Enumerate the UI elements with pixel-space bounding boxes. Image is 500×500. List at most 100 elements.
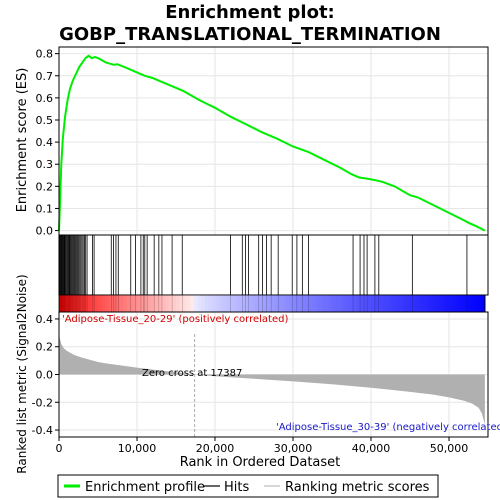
gradient-segment xyxy=(435,295,440,312)
gradient-segment xyxy=(346,295,351,312)
es-tick-label: 0.7 xyxy=(36,70,54,83)
metric-tick-label: 0.0 xyxy=(36,369,54,382)
gradient-segment xyxy=(342,295,348,312)
gradient-segment xyxy=(367,295,372,312)
gradient-segment xyxy=(176,295,181,312)
gradient-segment xyxy=(94,295,99,312)
legend-box xyxy=(57,474,439,498)
gradient-segment xyxy=(193,295,199,312)
gradient-segment xyxy=(470,295,475,312)
gradient-segment xyxy=(119,295,124,312)
legend: Enrichment profile Hits Ranking metric s… xyxy=(57,474,439,498)
gradient-segment xyxy=(161,295,167,312)
metric-tick-label: -0.4 xyxy=(32,424,53,437)
gradient-segment xyxy=(438,295,443,312)
gradient-segment xyxy=(431,295,436,312)
gradient-segment xyxy=(239,295,245,312)
gradient-segment xyxy=(232,295,238,312)
gradient-segment xyxy=(460,295,465,312)
gradient-segment xyxy=(129,295,135,312)
gradient-segment xyxy=(325,295,330,312)
gradient-segment xyxy=(381,295,387,312)
gradient-segment xyxy=(197,295,202,312)
gradient-segment xyxy=(183,295,188,312)
gradient-segment xyxy=(115,295,120,312)
legend-label-enrichment-profile: Enrichment profile xyxy=(85,480,205,495)
x-tick-label: 0 xyxy=(56,442,63,455)
gradient-segment xyxy=(108,295,113,312)
gradient-segment xyxy=(389,295,394,312)
gradient-segment xyxy=(257,295,262,312)
x-axis-label: Rank in Ordered Dataset xyxy=(180,455,341,470)
gradient-segment xyxy=(357,295,362,312)
metric-tick-label: 0.4 xyxy=(36,313,54,326)
gradient-segment xyxy=(350,295,355,312)
gradient-segment xyxy=(59,295,64,312)
gradient-segment xyxy=(410,295,415,312)
gradient-segment xyxy=(296,295,301,312)
gradient-segment xyxy=(204,295,209,312)
gradient-segment xyxy=(87,295,92,312)
gradient-segment xyxy=(122,295,128,312)
gradient-segment xyxy=(396,295,401,312)
metric-panel: -0.4 -0.2 0.0 0.2 0.4 xyxy=(32,311,489,438)
gradient-segment xyxy=(428,295,433,312)
positive-correlation-label: 'Adipose-Tissue_20-29' (positively corre… xyxy=(62,314,288,325)
gradient-segment xyxy=(392,295,397,312)
gradient-segment xyxy=(467,295,472,312)
gradient-segment xyxy=(80,295,85,312)
hits-panel xyxy=(58,234,489,296)
gradient-segment xyxy=(190,295,195,312)
gradient-segment xyxy=(169,295,174,312)
gradient-segment xyxy=(303,295,309,312)
gradient-segment xyxy=(222,295,227,312)
chart-title-line1: Enrichment plot: xyxy=(165,2,335,23)
zero-cross-label: Zero cross at 17387 xyxy=(142,368,242,379)
gradient-segment xyxy=(300,295,305,312)
gradient-segment xyxy=(353,295,358,312)
gradient-segment xyxy=(208,295,213,312)
es-tick-label: 0.2 xyxy=(36,180,54,193)
gradient-segment xyxy=(137,295,142,312)
gradient-segment xyxy=(151,295,156,312)
gradient-segment xyxy=(225,295,230,312)
gradient-segment xyxy=(112,295,117,312)
gradient-segment xyxy=(126,295,131,312)
gradient-segment xyxy=(90,295,96,312)
gradient-segment xyxy=(378,295,383,312)
gradient-segment xyxy=(165,295,170,312)
gradient-segment xyxy=(449,295,454,312)
gradient-segment xyxy=(452,295,458,312)
gradient-segment xyxy=(200,295,206,312)
gradient-segment xyxy=(211,295,216,312)
es-plot-area xyxy=(59,47,488,235)
gradient-segment xyxy=(218,295,223,312)
gradient-segment xyxy=(360,295,365,312)
gradient-segment xyxy=(66,295,71,312)
gradient-segment xyxy=(307,295,312,312)
gradient-segment xyxy=(268,295,273,312)
gradient-segment xyxy=(282,295,287,312)
negative-correlation-label: 'Adipose-Tissue_30-39' (negatively corre… xyxy=(276,422,500,433)
gradient-segment xyxy=(261,295,266,312)
gradient-segment xyxy=(229,295,234,312)
gradient-segment xyxy=(364,295,369,312)
gradient-segment xyxy=(332,295,337,312)
hits-frame xyxy=(58,234,489,296)
gradient-segment xyxy=(463,295,468,312)
gradient-segment xyxy=(179,295,184,312)
es-tick-label: 0.3 xyxy=(36,158,54,171)
gradient-segment xyxy=(289,295,294,312)
gradient-segment xyxy=(69,295,74,312)
gradient-segment xyxy=(172,295,177,312)
gradient-segment xyxy=(420,295,426,312)
gradient-segment xyxy=(318,295,323,312)
rank-gradient-bar xyxy=(58,294,486,313)
gradient-segment xyxy=(140,295,145,312)
gradient-segment xyxy=(76,295,81,312)
x-tick-label: 30,000 xyxy=(274,442,313,455)
gradient-segment xyxy=(62,295,67,312)
gradient-segment xyxy=(275,295,280,312)
x-axis: 0 10,000 20,000 30,000 40,000 50,000 xyxy=(56,437,468,455)
